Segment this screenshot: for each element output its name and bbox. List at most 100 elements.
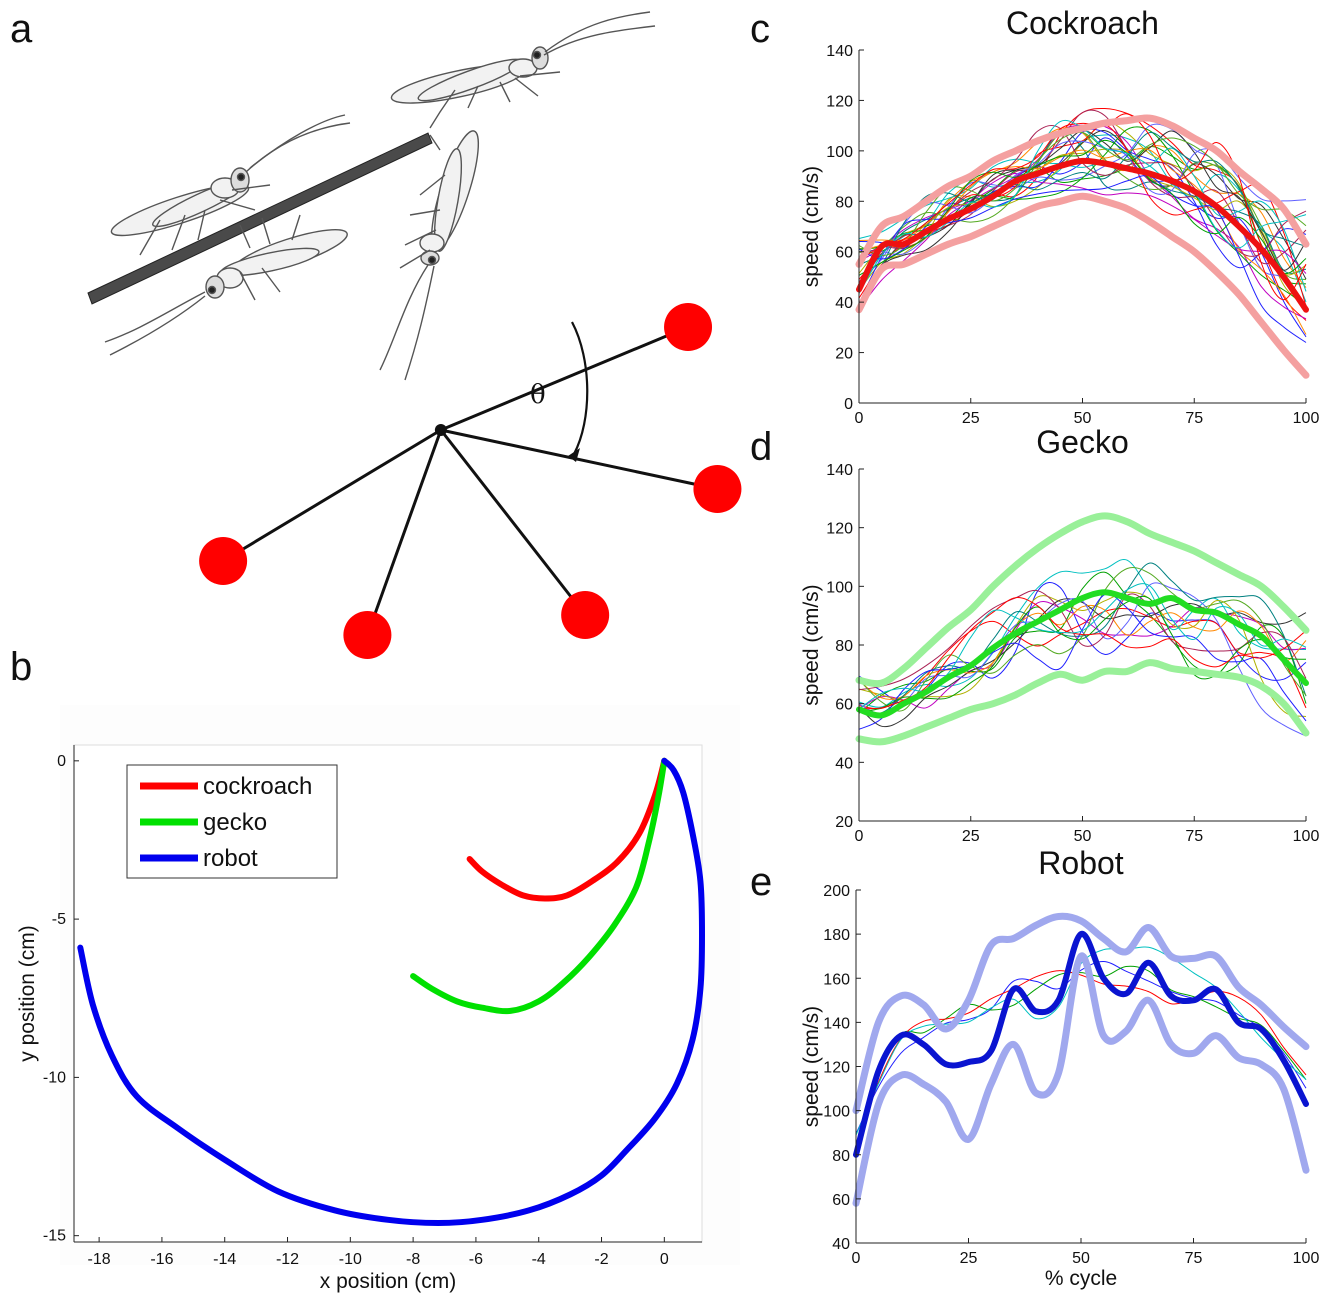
x-tick-label: 100 — [1293, 828, 1320, 845]
x-tick-label: -6 — [469, 1251, 483, 1268]
legend-label: robot — [203, 845, 258, 872]
y-tick-label: 0 — [844, 396, 853, 413]
spoke-line — [222, 428, 442, 563]
cockroach-top-icon — [390, 11, 656, 129]
cockroach-illustration — [87, 11, 656, 381]
individual-trace — [858, 130, 1307, 274]
panel-label-c: c — [750, 7, 770, 51]
panel-label-b: b — [10, 645, 32, 689]
mean-line — [856, 589, 1309, 719]
y-tick-label: 20 — [835, 346, 853, 363]
cockroach-speed-plot: Cockroach 0 25 50 75 100 0 20 40 60 80 100 120 140 spe… — [800, 5, 1319, 427]
trajectory-plot: -18 -16 -14 -12 -10 -8 -6 -4 -2 0 0 -5 -10 -15 x posit… — [16, 705, 740, 1293]
y-axis-label: y position (cm) — [16, 925, 39, 1062]
theta-label: θ — [530, 380, 546, 410]
y-axis-label: speed (cm/s) — [800, 1006, 823, 1127]
x-tick-label: -8 — [406, 1251, 420, 1268]
y-tick-label: 80 — [835, 638, 853, 655]
gecko-speed-plot: Gecko 0 25 50 75 100 20 40 60 80 100 120 140 speed (c… — [800, 424, 1319, 845]
x-tick-label: -16 — [150, 1251, 173, 1268]
x-axis-label: x position (cm) — [320, 1270, 457, 1293]
individual-trace — [858, 148, 1307, 335]
individual-trace — [855, 970, 1307, 1148]
individual-trace — [858, 123, 1307, 308]
individual-trace — [858, 593, 1307, 730]
x-tick-label: 50 — [1074, 410, 1092, 427]
individual-trace — [858, 571, 1307, 714]
rod-icon — [87, 132, 433, 305]
y-tick-label: 140 — [826, 462, 853, 479]
x-axis-label: % cycle — [1045, 1267, 1117, 1290]
panel-label-e: e — [750, 860, 772, 904]
panel-label-a: a — [10, 7, 33, 51]
x-tick-label: 25 — [960, 1250, 978, 1267]
y-tick-label: 40 — [832, 1236, 850, 1253]
ball-marker — [561, 591, 610, 639]
y-tick-label: -5 — [52, 911, 66, 928]
x-tick-label: -10 — [339, 1251, 362, 1268]
spoke-line — [365, 429, 443, 636]
x-tick-label: 100 — [1293, 1250, 1320, 1267]
y-tick-label: 80 — [835, 194, 853, 211]
y-tick-label: 100 — [823, 1104, 850, 1121]
legend-label: cockroach — [203, 773, 312, 800]
trajectory-gecko — [410, 757, 668, 1015]
cockroach-lower-left-icon — [104, 214, 348, 356]
individual-trace — [858, 558, 1307, 708]
sd-line — [852, 912, 1310, 1115]
individual-trace — [858, 589, 1307, 691]
y-axis-label: speed (cm/s) — [800, 584, 823, 705]
y-tick-label: 120 — [826, 93, 853, 110]
sd-line — [855, 659, 1310, 746]
y-tick-label: 200 — [823, 883, 850, 900]
mean-line — [853, 931, 1309, 1158]
x-tick-label: 75 — [1185, 410, 1203, 427]
y-tick-label: 120 — [823, 1060, 850, 1077]
x-tick-label: 100 — [1293, 410, 1320, 427]
y-tick-label: 0 — [57, 753, 66, 770]
sd-line — [855, 114, 1310, 268]
y-tick-label: 100 — [826, 579, 853, 596]
rotation-arrow-icon — [571, 321, 589, 455]
x-tick-label: -2 — [594, 1251, 608, 1268]
sd-line — [855, 512, 1310, 688]
x-tick-label: 25 — [962, 828, 980, 845]
individual-trace — [858, 131, 1307, 257]
sd-line — [855, 192, 1310, 379]
ball-marker — [343, 611, 392, 659]
legend-label: gecko — [203, 809, 267, 836]
mean-line — [856, 157, 1309, 313]
y-tick-label: -15 — [43, 1228, 66, 1245]
chart-title: Robot — [1038, 845, 1124, 881]
x-tick-label: 0 — [660, 1251, 669, 1268]
y-tick-label: 60 — [832, 1192, 850, 1209]
ball-marker — [664, 303, 713, 351]
y-tick-label: 140 — [826, 43, 853, 60]
x-tick-label: 0 — [855, 410, 864, 427]
chart-title: Gecko — [1036, 424, 1128, 460]
y-tick-label: 40 — [835, 755, 853, 772]
x-tick-label: -14 — [213, 1251, 236, 1268]
individual-trace — [858, 566, 1307, 712]
x-tick-label: 50 — [1072, 1250, 1090, 1267]
y-tick-label: 80 — [832, 1148, 850, 1165]
leg-spoke-diagram — [199, 303, 742, 659]
x-tick-label: 25 — [962, 410, 980, 427]
cockroach-upper-left-icon — [110, 114, 351, 256]
arrowhead-icon — [568, 448, 580, 462]
trajectory-robot — [77, 757, 705, 1227]
y-tick-label: 60 — [835, 697, 853, 714]
y-axis-label: speed (cm/s) — [800, 166, 823, 287]
chart-title: Cockroach — [1006, 5, 1159, 41]
ball-marker — [199, 537, 248, 585]
individual-trace — [858, 582, 1307, 737]
trajectory-cockroach — [466, 757, 668, 902]
individual-trace — [858, 124, 1307, 307]
x-tick-label: -18 — [88, 1251, 111, 1268]
spoke-line — [439, 429, 587, 616]
robot-speed-plot: Robot 0 25 50 75 100 40 60 80 100 120 140 160 180 200 s… — [800, 845, 1319, 1290]
y-tick-label: -10 — [43, 1069, 66, 1086]
x-tick-label: -4 — [532, 1251, 546, 1268]
sd-line — [852, 952, 1310, 1207]
